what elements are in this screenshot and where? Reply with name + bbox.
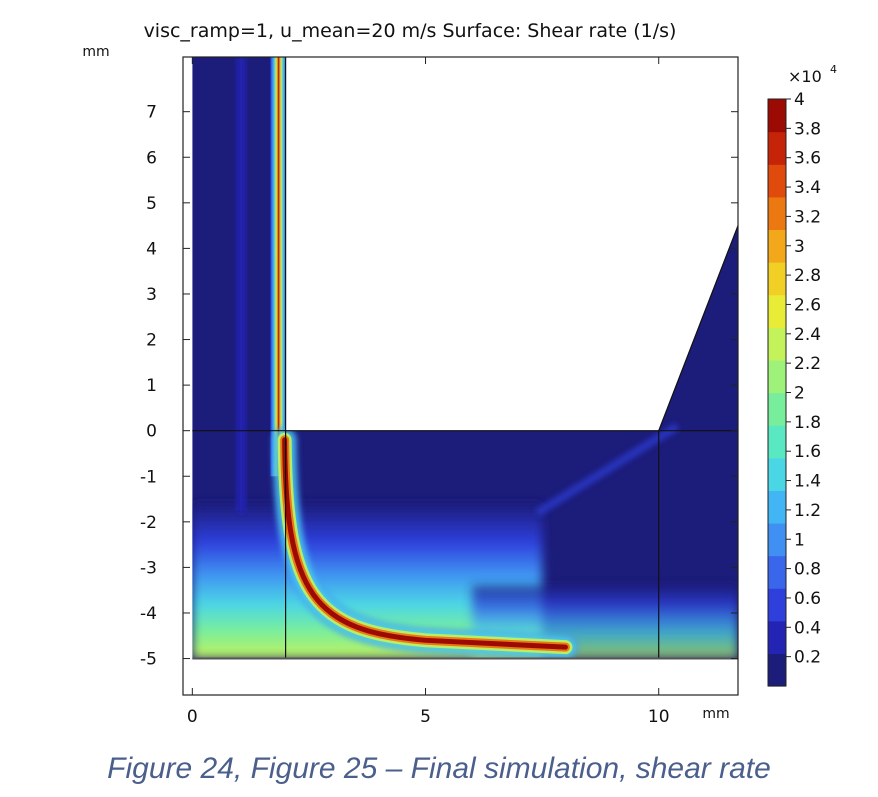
colorbar-tick-label: 1.8 bbox=[794, 413, 821, 433]
chart-title: visc_ramp=1, u_mean=20 m/s Surface: Shea… bbox=[144, 20, 677, 42]
colorbar-segment bbox=[768, 653, 786, 687]
y-unit-label: mm bbox=[82, 44, 109, 60]
colorbar-tick-label: 0.4 bbox=[794, 618, 821, 638]
y-tick-label: 6 bbox=[146, 148, 157, 168]
shear-rate-figure: visc_ramp=1, u_mean=20 m/s Surface: Shea… bbox=[82, 20, 837, 727]
vertical-jet bbox=[270, 57, 287, 477]
colorbar-tick-label: 2.8 bbox=[794, 266, 821, 286]
colorbar-segment bbox=[768, 164, 786, 198]
colorbar-tick-label: 0.8 bbox=[794, 560, 821, 580]
y-tick-label: -4 bbox=[140, 604, 157, 624]
colorbar-tick-label: 1 bbox=[794, 530, 805, 550]
y-tick-label: 1 bbox=[146, 376, 157, 396]
x-unit-label: mm bbox=[702, 706, 729, 722]
colorbar-exponent: 4 bbox=[830, 63, 837, 76]
colorbar-segment bbox=[768, 425, 786, 459]
figure-caption: Figure 24, Figure 25 – Final simulation,… bbox=[107, 752, 771, 785]
slant-wall-line bbox=[658, 225, 739, 431]
colorbar-tick-label: 3.2 bbox=[794, 207, 821, 227]
colorbar-segment bbox=[768, 620, 786, 654]
y-tick-label: -2 bbox=[140, 513, 157, 533]
colorbar-tick-label: 3.4 bbox=[794, 178, 821, 198]
y-tick-label: -5 bbox=[140, 650, 157, 670]
colorbar-tick-label: 1.2 bbox=[794, 501, 821, 521]
y-tick-label: 2 bbox=[146, 331, 157, 351]
colorbar-segment bbox=[768, 457, 786, 491]
colorbar-segment bbox=[768, 327, 786, 361]
colorbar-segment bbox=[768, 522, 786, 557]
colorbar-tick-label: 1.4 bbox=[794, 472, 821, 492]
inlet-left-band bbox=[236, 57, 246, 513]
colorbar-segment bbox=[768, 262, 786, 296]
colorbar-tick-label: 2.6 bbox=[794, 295, 821, 315]
shear-rate-field bbox=[192, 57, 739, 659]
x-tick-label: 0 bbox=[187, 707, 198, 727]
colorbar-segment bbox=[768, 294, 786, 328]
colorbar-tick-label: 2.2 bbox=[794, 354, 821, 374]
x-tick-label: 10 bbox=[648, 707, 670, 727]
colorbar-segment bbox=[768, 229, 786, 263]
colorbar: 4 3.8 3.6 3.4 3.2 3 2.8 2.6 2.4 2.2 2 1.8 1.6 1.4 1.2 1… bbox=[767, 63, 837, 687]
colorbar-tick-label: 3.8 bbox=[794, 119, 821, 139]
outlet-streak bbox=[535, 422, 680, 517]
domain-boundaries bbox=[192, 57, 739, 660]
colorbar-tick-label: 0.6 bbox=[794, 589, 821, 609]
colorbar-segment bbox=[768, 588, 786, 622]
colorbar-tick-label: 2.4 bbox=[794, 325, 821, 345]
colorbar-segment bbox=[768, 555, 786, 589]
colorbar-segment bbox=[768, 359, 786, 394]
colorbar-tick-label: 3.6 bbox=[794, 149, 821, 169]
colorbar-multiplier: ×10 bbox=[788, 67, 822, 86]
x-tick-label: 5 bbox=[420, 707, 431, 727]
y-tick-label: -3 bbox=[140, 558, 157, 578]
colorbar-segment bbox=[768, 99, 786, 133]
colorbar-tick-label: 1.6 bbox=[794, 442, 821, 462]
colorbar-tick-label: 0.2 bbox=[794, 648, 821, 668]
y-tick-label: -1 bbox=[140, 467, 157, 487]
y-tick-label: 3 bbox=[146, 285, 157, 305]
colorbar-segment bbox=[768, 196, 786, 231]
colorbar-tick-label: 3 bbox=[794, 237, 805, 257]
colorbar-segment bbox=[768, 490, 786, 524]
y-tick-label: 4 bbox=[146, 239, 157, 259]
colorbar-segment bbox=[768, 131, 786, 165]
colorbar-tick-label: 4 bbox=[794, 90, 805, 110]
colorbar-tick-label: 2 bbox=[794, 384, 805, 404]
y-tick-label: 5 bbox=[146, 194, 157, 214]
y-tick-label: 7 bbox=[146, 103, 157, 123]
curved-jet-band bbox=[282, 437, 568, 650]
y-tick-label: 0 bbox=[146, 422, 157, 442]
plot-frame bbox=[182, 56, 739, 696]
colorbar-segment bbox=[768, 392, 786, 426]
